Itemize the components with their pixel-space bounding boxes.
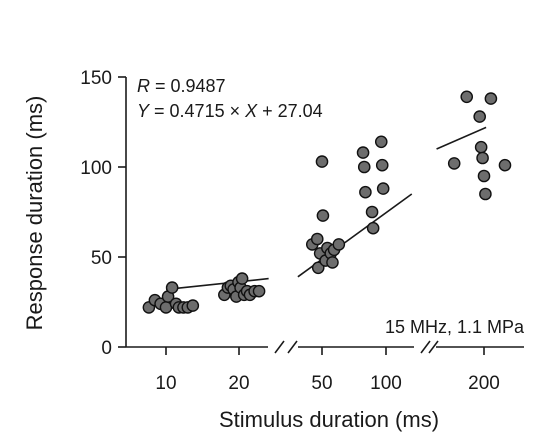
fit-line bbox=[436, 126, 487, 150]
data-point bbox=[316, 209, 330, 222]
data-point bbox=[477, 169, 491, 183]
data-point bbox=[357, 160, 371, 174]
data-point bbox=[460, 90, 474, 104]
data-points bbox=[142, 90, 512, 314]
data-point bbox=[311, 261, 325, 275]
equation-y: Y bbox=[137, 101, 151, 121]
data-point bbox=[165, 281, 179, 294]
data-point bbox=[310, 232, 324, 246]
axes: 0 50 100 150 10 20 50 100 200 bbox=[80, 68, 524, 394]
data-point bbox=[479, 187, 492, 201]
equation-middle: = 0.4715 × bbox=[149, 101, 245, 121]
data-point bbox=[326, 256, 339, 269]
data-point bbox=[359, 185, 372, 199]
fit-line bbox=[165, 277, 269, 291]
y-tick-label: 150 bbox=[80, 68, 112, 89]
y-tick-label: 50 bbox=[91, 248, 112, 269]
axis-break-mark bbox=[274, 340, 285, 354]
data-point bbox=[366, 221, 380, 235]
y-tick-label: 100 bbox=[80, 158, 112, 179]
regression-equation: Y = 0.4715 × X + 27.04 bbox=[137, 101, 323, 121]
data-point bbox=[476, 151, 489, 165]
x-tick-label: 20 bbox=[228, 373, 249, 394]
r-value: = 0.9487 bbox=[150, 76, 226, 96]
data-point bbox=[375, 158, 389, 172]
x-tick-label: 50 bbox=[311, 373, 332, 394]
data-point bbox=[186, 299, 200, 312]
axis-break-mark bbox=[420, 340, 431, 354]
data-point bbox=[332, 238, 346, 251]
y-axis-title: Response duration (ms) bbox=[22, 96, 47, 331]
x-tick-label: 200 bbox=[468, 373, 500, 394]
data-point bbox=[474, 140, 488, 154]
data-point bbox=[315, 155, 329, 168]
data-point bbox=[356, 146, 370, 159]
x-axis-title: Stimulus duration (ms) bbox=[219, 407, 439, 432]
data-point bbox=[235, 272, 249, 285]
data-point bbox=[374, 135, 388, 149]
axis-break-mark bbox=[428, 340, 439, 354]
condition-label: 15 MHz, 1.1 MPa bbox=[385, 317, 525, 337]
axis-break-mark bbox=[287, 340, 298, 354]
equation-rest: + 27.04 bbox=[257, 101, 323, 121]
data-point bbox=[498, 158, 512, 172]
data-point bbox=[473, 110, 486, 123]
x-tick-label: 100 bbox=[370, 373, 402, 394]
data-point bbox=[484, 92, 498, 105]
r-symbol: R bbox=[137, 76, 150, 96]
data-point bbox=[252, 284, 266, 298]
data-point bbox=[447, 157, 461, 170]
x-tick-label: 10 bbox=[155, 373, 176, 394]
equation-x: X bbox=[244, 101, 258, 121]
r-annotation: R = 0.9487 bbox=[137, 76, 226, 96]
data-point bbox=[376, 182, 390, 195]
y-tick-label: 0 bbox=[101, 338, 112, 359]
data-point bbox=[365, 205, 379, 219]
